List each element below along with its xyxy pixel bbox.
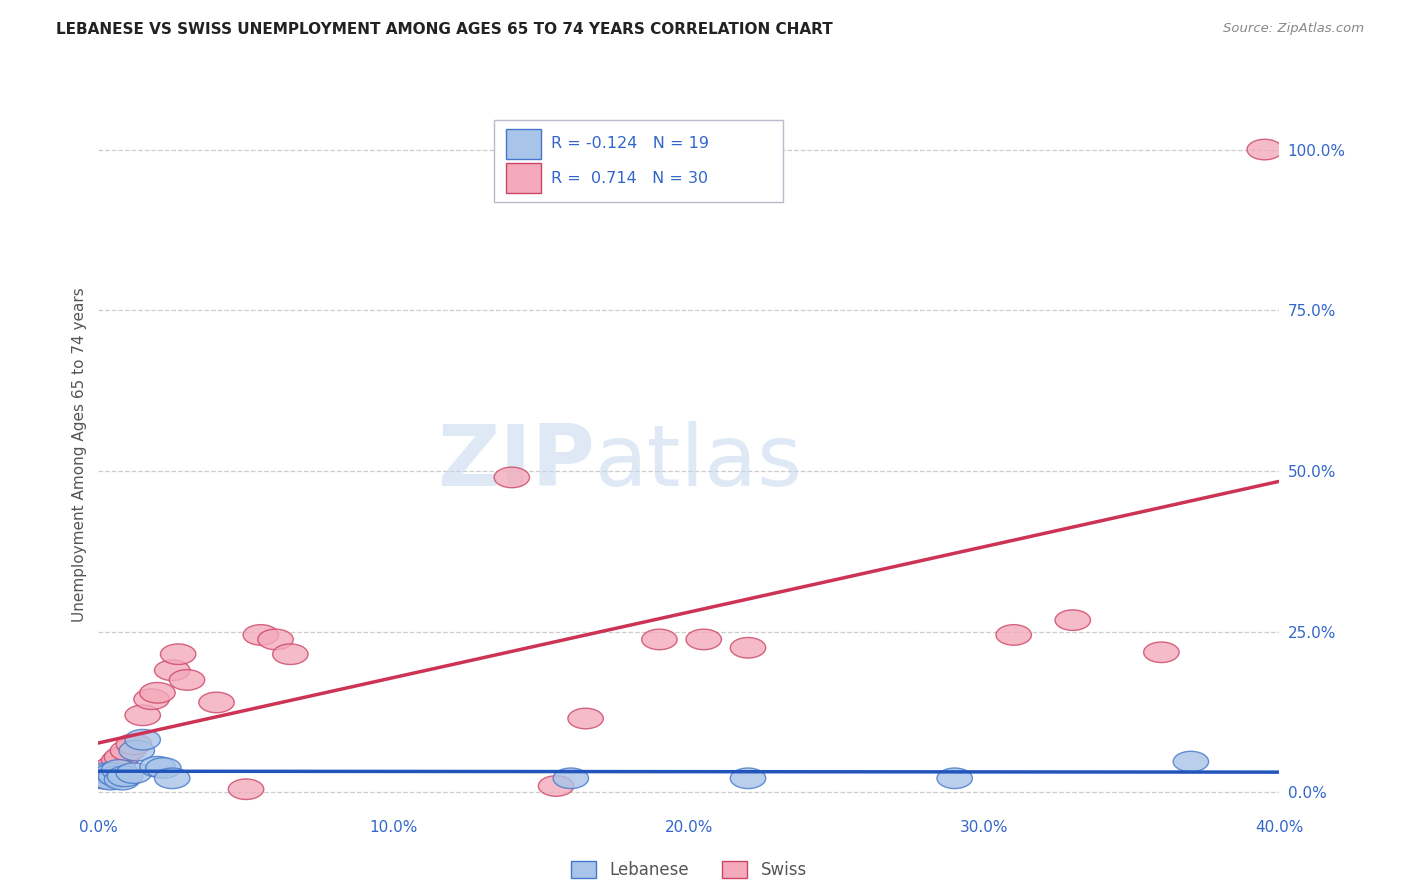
Text: Source: ZipAtlas.com: Source: ZipAtlas.com (1223, 22, 1364, 36)
Ellipse shape (125, 705, 160, 725)
Ellipse shape (90, 766, 125, 787)
FancyBboxPatch shape (494, 120, 783, 202)
Ellipse shape (87, 763, 122, 783)
Ellipse shape (686, 629, 721, 649)
Ellipse shape (134, 689, 169, 709)
Text: R = -0.124   N = 19: R = -0.124 N = 19 (551, 136, 709, 151)
Ellipse shape (160, 644, 195, 665)
Ellipse shape (257, 629, 294, 649)
Ellipse shape (198, 692, 235, 713)
Ellipse shape (84, 768, 120, 789)
Ellipse shape (87, 768, 122, 789)
Ellipse shape (1247, 139, 1282, 160)
Ellipse shape (730, 768, 766, 789)
Ellipse shape (155, 768, 190, 789)
Ellipse shape (117, 763, 152, 783)
Ellipse shape (273, 644, 308, 665)
Ellipse shape (93, 760, 128, 780)
Ellipse shape (96, 763, 131, 783)
Ellipse shape (139, 682, 176, 703)
Ellipse shape (169, 670, 205, 690)
Ellipse shape (146, 757, 181, 779)
Ellipse shape (1054, 610, 1091, 631)
Ellipse shape (96, 756, 131, 777)
Ellipse shape (641, 629, 678, 649)
Ellipse shape (1143, 642, 1180, 663)
Ellipse shape (494, 467, 530, 488)
Ellipse shape (104, 747, 139, 767)
FancyBboxPatch shape (506, 163, 541, 193)
Text: atlas: atlas (595, 420, 803, 504)
Ellipse shape (84, 766, 120, 787)
Ellipse shape (98, 766, 134, 787)
Ellipse shape (117, 734, 152, 755)
Text: ZIP: ZIP (437, 420, 595, 504)
Ellipse shape (139, 756, 176, 777)
Ellipse shape (93, 769, 128, 789)
Ellipse shape (553, 768, 589, 789)
FancyBboxPatch shape (506, 128, 541, 159)
Ellipse shape (995, 624, 1032, 645)
Ellipse shape (568, 708, 603, 729)
Ellipse shape (107, 766, 143, 787)
Ellipse shape (936, 768, 973, 789)
Text: LEBANESE VS SWISS UNEMPLOYMENT AMONG AGES 65 TO 74 YEARS CORRELATION CHART: LEBANESE VS SWISS UNEMPLOYMENT AMONG AGE… (56, 22, 832, 37)
Ellipse shape (730, 638, 766, 658)
Ellipse shape (538, 776, 574, 797)
Legend: Lebanese, Swiss: Lebanese, Swiss (564, 854, 814, 886)
Ellipse shape (101, 750, 136, 771)
Ellipse shape (90, 763, 125, 783)
Ellipse shape (1173, 751, 1209, 772)
Ellipse shape (110, 740, 146, 761)
Ellipse shape (101, 760, 136, 780)
Ellipse shape (243, 624, 278, 645)
Ellipse shape (125, 730, 160, 750)
Ellipse shape (104, 769, 139, 789)
Ellipse shape (228, 779, 264, 799)
Ellipse shape (120, 740, 155, 761)
Text: R =  0.714   N = 30: R = 0.714 N = 30 (551, 170, 707, 186)
Y-axis label: Unemployment Among Ages 65 to 74 years: Unemployment Among Ages 65 to 74 years (72, 287, 87, 623)
Ellipse shape (155, 660, 190, 681)
